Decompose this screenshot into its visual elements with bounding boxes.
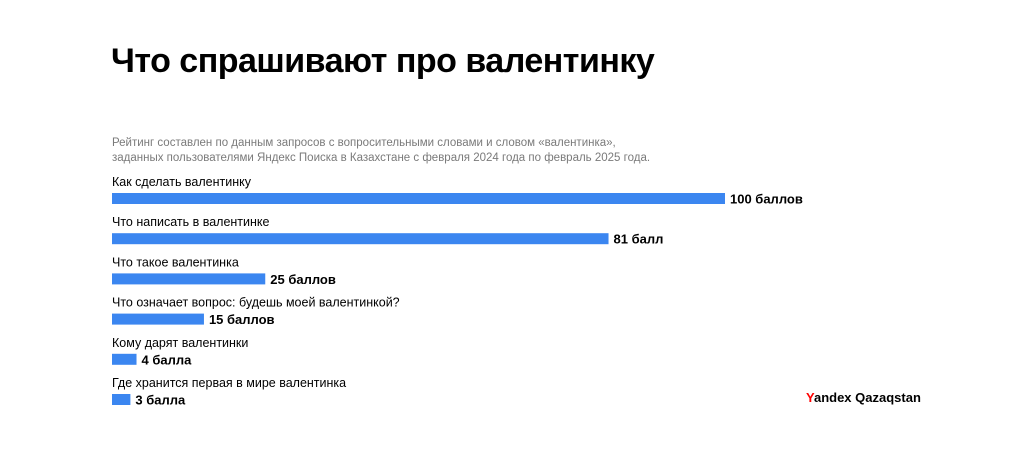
bar <box>112 394 131 405</box>
value-label: 81 балл <box>614 232 664 247</box>
chart-title: Что спрашивают про валентинку <box>111 42 655 80</box>
category-label: Как сделать валентинку <box>112 175 252 189</box>
logo-text: andex Qazaqstan <box>813 390 921 405</box>
value-label: 3 балла <box>135 393 186 408</box>
bar <box>112 273 266 285</box>
value-label: 15 баллов <box>209 312 275 327</box>
subtitle-line-1: Рейтинг составлен по данным запросов с в… <box>112 137 616 149</box>
bar <box>112 233 609 245</box>
bar <box>112 193 725 204</box>
value-label: 100 баллов <box>730 192 803 207</box>
category-label: Что означает вопрос: будешь моей валенти… <box>112 296 400 310</box>
yandex-qazaqstan-logo: Yandex Qazaqstan <box>806 390 921 406</box>
category-label: Что такое валентинка <box>112 255 239 269</box>
subtitle-line-2: заданных пользователями Яндекс Поиска в … <box>112 151 651 164</box>
category-label: Где хранится первая в мире валентинка <box>112 376 346 390</box>
bar <box>112 353 137 365</box>
bar <box>112 313 204 325</box>
value-label: 25 баллов <box>270 272 336 287</box>
category-label: Что написать в валентинке <box>112 215 270 229</box>
chart-subtitle: Рейтинг составлен по данным запросов с в… <box>112 136 812 165</box>
category-label: Кому дарят валентинки <box>112 336 248 350</box>
logo-first-letter: Y <box>806 390 814 405</box>
value-label: 4 балла <box>142 352 193 367</box>
